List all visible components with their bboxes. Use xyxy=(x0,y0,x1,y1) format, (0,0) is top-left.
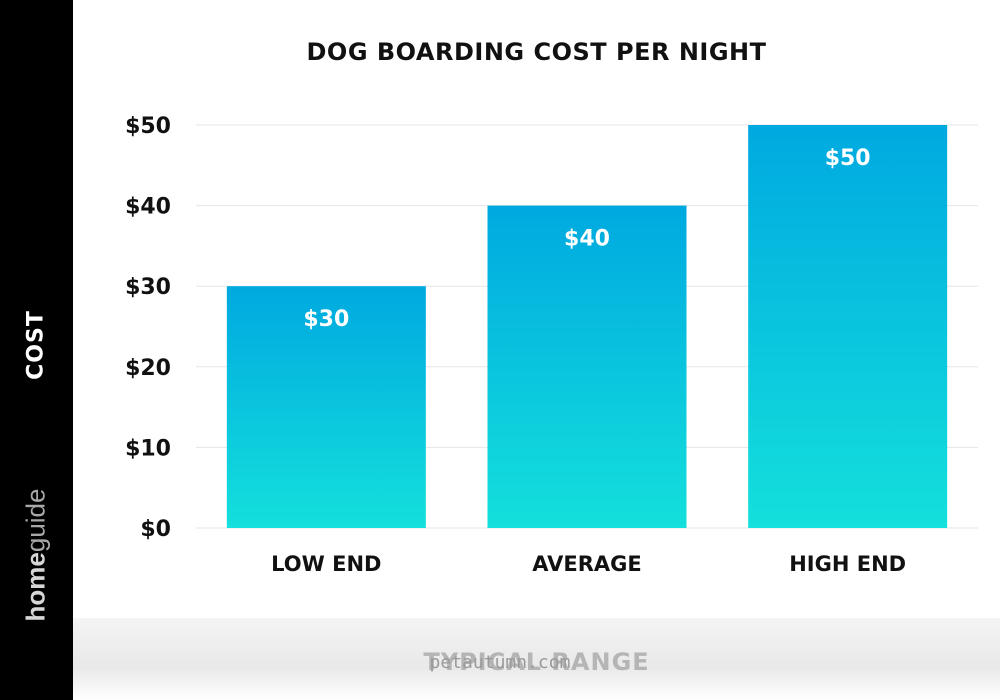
bar-value-label: $30 xyxy=(303,307,349,332)
bar-value-label: $50 xyxy=(825,146,871,171)
y-tick-label: $0 xyxy=(140,517,171,542)
bars xyxy=(226,125,948,528)
bottom-fade-panel xyxy=(73,618,1000,700)
y-tick-label: $30 xyxy=(125,275,171,300)
bar xyxy=(748,125,948,528)
y-tick-label: $40 xyxy=(125,195,171,220)
labels: $0 $10 $20 $30 $40 $50 $30 LOW END $40 AVERAGE $50… xyxy=(125,114,906,576)
bar-value-label: $40 xyxy=(564,227,610,252)
y-tick-label: $10 xyxy=(125,436,171,461)
bar xyxy=(226,286,426,528)
bar xyxy=(487,205,687,528)
x-category-label: LOW END xyxy=(271,552,381,576)
chart-title: DOG BOARDING COST PER NIGHT xyxy=(306,38,767,66)
x-category-label: AVERAGE xyxy=(532,552,641,576)
watermark: petautumn.com xyxy=(429,652,571,673)
left-brand-band xyxy=(0,0,73,700)
typical-range-heading: TYPICAL RANGE xyxy=(423,648,650,676)
x-category-label: HIGH END xyxy=(789,552,906,576)
y-tick-label: $50 xyxy=(125,114,171,139)
y-tick-label: $20 xyxy=(125,356,171,381)
